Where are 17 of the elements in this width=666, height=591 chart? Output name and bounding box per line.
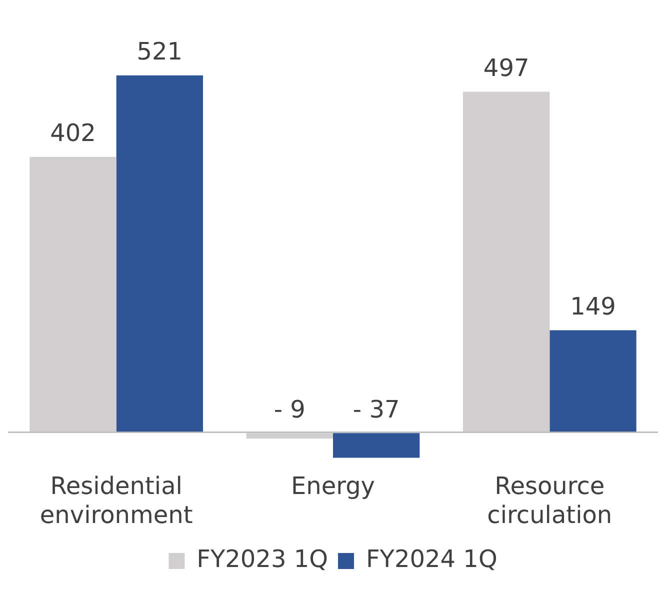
data-label: - 9: [274, 395, 306, 424]
bar: [550, 330, 636, 432]
data-label: - 37: [352, 395, 400, 424]
data-label: 497: [483, 54, 530, 82]
bar: [116, 75, 203, 432]
bar: [246, 433, 333, 439]
x-tick-label: Residential environment: [40, 472, 193, 529]
data-label: 149: [570, 292, 616, 321]
data-label: 521: [136, 38, 183, 66]
bar: [463, 92, 550, 432]
bar: [30, 156, 116, 432]
bar: [333, 433, 420, 458]
data-label: 402: [50, 119, 96, 148]
x-tick-label: Energy: [290, 472, 376, 500]
legend-label: FY2023 1Q: [196, 545, 328, 574]
x-tick-label: Resource circulation: [487, 472, 612, 529]
legend-label: FY2024 1Q: [366, 545, 498, 574]
